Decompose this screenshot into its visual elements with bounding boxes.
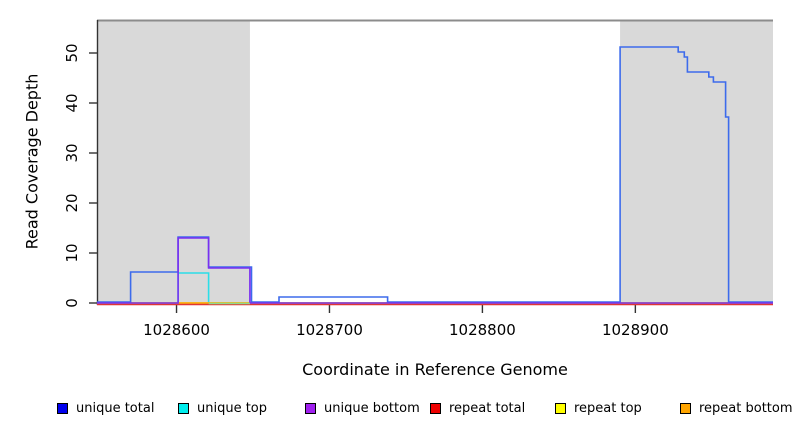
x-axis-title: Coordinate in Reference Genome bbox=[302, 360, 568, 379]
legend-label: repeat bottom bbox=[699, 400, 792, 416]
x-tick-label: 1028900 bbox=[601, 321, 669, 339]
y-tick-label: 20 bbox=[63, 193, 81, 213]
y-axis-title: Read Coverage Depth bbox=[22, 73, 42, 250]
legend-item-unique-top: unique top bbox=[178, 400, 268, 416]
legend-swatch-icon bbox=[305, 402, 316, 414]
y-tick-label: 10 bbox=[63, 243, 81, 263]
y-tick-label: 0 bbox=[63, 298, 81, 308]
legend-swatch-icon bbox=[57, 402, 68, 414]
legend-label: unique total bbox=[76, 400, 155, 416]
legend-label: unique top bbox=[197, 400, 268, 416]
legend-label: unique bottom bbox=[324, 400, 420, 416]
legend-swatch-icon bbox=[555, 402, 566, 414]
legend-swatch-icon bbox=[178, 402, 189, 414]
shaded-repeat-region bbox=[97, 20, 250, 305]
shaded-repeat-region bbox=[620, 20, 773, 305]
legend-item-unique-bottom: unique bottom bbox=[305, 400, 420, 416]
x-tick-label: 1028600 bbox=[143, 321, 210, 339]
series-unique-bottom bbox=[97, 237, 773, 304]
x-tick-label: 1028800 bbox=[449, 321, 516, 339]
series-unique-total bbox=[97, 46, 773, 303]
legend-label: repeat top bbox=[574, 400, 642, 416]
x-tick-label: 1028700 bbox=[296, 321, 363, 339]
legend-label: repeat total bbox=[449, 400, 526, 416]
legend-item-repeat-bottom: repeat bottom bbox=[680, 400, 792, 416]
y-tick-label: 30 bbox=[63, 143, 81, 163]
legend-item-repeat-total: repeat total bbox=[430, 400, 526, 416]
legend-swatch-icon bbox=[430, 402, 441, 414]
legend-item-unique-total: unique total bbox=[57, 400, 155, 416]
y-tick-label: 50 bbox=[63, 43, 81, 63]
y-tick-label: 40 bbox=[63, 93, 81, 113]
legend-item-repeat-top: repeat top bbox=[555, 400, 642, 416]
legend-swatch-icon bbox=[680, 402, 691, 414]
